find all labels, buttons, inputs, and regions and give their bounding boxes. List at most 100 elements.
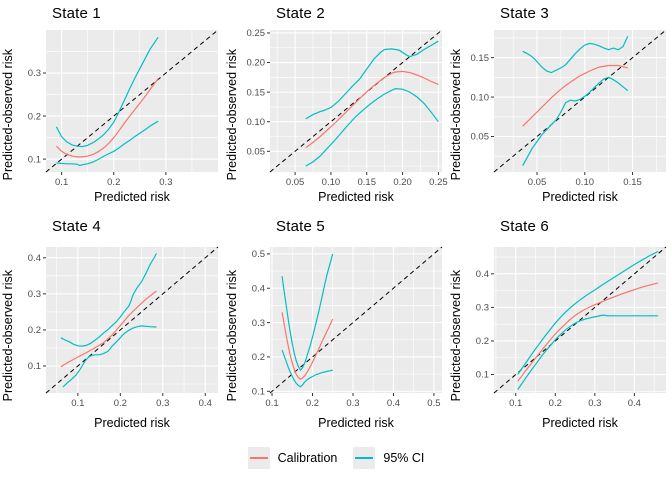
- y-tick-label: 0.05: [247, 146, 266, 157]
- x-tick-label: 0.2: [549, 398, 562, 409]
- identity-line: [493, 29, 667, 173]
- x-tick-label: 0.1: [71, 398, 84, 409]
- ci-line: [517, 251, 659, 376]
- y-tick-label: 0.15: [247, 87, 266, 98]
- y-axis-label: Predicted-observed risk: [449, 270, 463, 402]
- legend-item-calibration: Calibration: [247, 447, 338, 469]
- x-tick-label: 0.2: [306, 398, 319, 409]
- subplot-state-3: State 3 Predicted-observed risk 0.05 0.10…: [448, 0, 672, 206]
- ci-line: [55, 36, 159, 148]
- x-axis-label: Predicted risk: [542, 415, 618, 430]
- x-tick-label: 0.20: [393, 177, 412, 188]
- x-tick-label: 0.05: [528, 177, 547, 188]
- y-tick-label: 0.3: [476, 303, 489, 314]
- x-tick-label: 0.3: [159, 177, 172, 188]
- x-tick-label: 0.4: [628, 398, 641, 409]
- x-tick-label: 0.3: [156, 398, 169, 409]
- ci-line: [305, 87, 439, 167]
- plot-panel: 0.1 0.2 0.3 0.1 0.2 0.3: [28, 29, 219, 188]
- y-tick-label: 0.1: [28, 361, 41, 372]
- identity-line: [45, 246, 219, 394]
- calibration-line: [517, 282, 659, 382]
- y-tick-label: 0.5: [252, 249, 265, 260]
- y-tick-label: 0.1: [28, 154, 41, 165]
- plot-panel: 0.05 0.10 0.15 0.20 0.25 0.05 0.10 0.15 0.20 0.25: [247, 28, 448, 188]
- x-tick-label: 0.2: [107, 177, 120, 188]
- y-tick-label: 0.05: [471, 132, 490, 143]
- subplot-state-5: State 5 Predicted-observed risk 0.1 0.2 0.…: [224, 206, 448, 436]
- legend-label: 95% CI: [383, 451, 425, 465]
- ci-line: [56, 120, 159, 167]
- y-tick-label: 0.2: [476, 337, 489, 348]
- y-tick-label: 0.1: [252, 387, 265, 398]
- identity-line: [269, 29, 443, 173]
- ci-line: [281, 350, 333, 388]
- plot-panel: 0.1 0.2 0.3 0.4 0.1 0.2 0.3 0.4: [476, 246, 667, 409]
- plot-title: State 1: [52, 5, 101, 22]
- plot-panel: 0.1 0.2 0.3 0.4 0.1 0.2 0.3 0.4: [28, 246, 219, 409]
- identity-line: [493, 246, 667, 394]
- plot-title: State 4: [52, 218, 101, 235]
- subplot-state-4: State 4 Predicted-observed risk 0.1 0.2 0.…: [0, 206, 224, 436]
- legend-item-ci: 95% CI: [353, 447, 424, 469]
- plot-title: State 2: [276, 5, 325, 22]
- y-tick-label: 0.4: [476, 269, 489, 280]
- y-tick-label: 0.20: [247, 58, 266, 69]
- x-tick-label: 0.4: [199, 398, 212, 409]
- x-tick-label: 0.3: [588, 398, 601, 409]
- y-tick-label: 0.4: [28, 253, 41, 264]
- x-tick-label: 0.4: [387, 398, 400, 409]
- ci-line-swatch: [355, 457, 374, 459]
- y-tick-label: 0.3: [252, 318, 265, 329]
- calibration-line-swatch: [249, 457, 268, 459]
- calibration-line: [60, 290, 157, 368]
- legend-label: Calibration: [277, 451, 338, 465]
- x-tick-label: 0.5: [427, 398, 440, 409]
- x-tick-label: 0.10: [322, 177, 341, 188]
- y-tick-label: 0.3: [28, 289, 41, 300]
- y-tick-label: 0.1: [476, 370, 489, 381]
- ci-line: [522, 36, 629, 74]
- y-axis-label: Predicted-observed risk: [449, 48, 463, 181]
- y-tick-label: 0.2: [28, 111, 41, 122]
- y-axis-label: Predicted-observed risk: [225, 270, 239, 402]
- x-axis-label: Predicted risk: [318, 190, 394, 204]
- y-axis-label: Predicted-observed risk: [1, 270, 15, 402]
- x-tick-label: 0.05: [286, 177, 305, 188]
- x-tick-label: 0.15: [623, 177, 642, 188]
- x-tick-label: 0.2: [114, 398, 127, 409]
- subplot-state-6: State 6 Predicted-observed risk 0.1 0.2 0.…: [448, 206, 672, 436]
- y-tick-label: 0.25: [247, 28, 266, 39]
- x-tick-label: 0.1: [55, 177, 68, 188]
- legend-key-calibration: [247, 447, 270, 469]
- x-tick-label: 0.25: [429, 177, 448, 188]
- calibration-line: [281, 312, 334, 381]
- y-tick-label: 0.10: [247, 117, 266, 128]
- x-tick-label: 0.15: [358, 177, 377, 188]
- x-tick-label: 0.1: [509, 398, 522, 409]
- legend: Calibration 95% CI: [0, 436, 672, 480]
- ci-line: [60, 253, 157, 348]
- subplot-state-1: State 1 Predicted-observed risk 0.1 0.2 0.…: [0, 0, 224, 206]
- y-axis-label: Predicted-observed risk: [1, 48, 15, 181]
- x-tick-label: 0.1: [265, 398, 278, 409]
- ci-line: [522, 76, 629, 166]
- facet-grid: State 1 Predicted-observed risk 0.1 0.2 0.…: [0, 0, 672, 436]
- y-tick-label: 0.3: [28, 68, 41, 79]
- plot-panel: 0.1 0.2 0.3 0.4 0.5 0.1 0.2 0.3 0.4 0.5: [252, 246, 443, 409]
- x-tick-label: 0.3: [346, 398, 359, 409]
- legend-key-ci: [353, 447, 376, 469]
- plot-title: State 5: [276, 218, 325, 235]
- y-tick-label: 0.4: [252, 284, 265, 295]
- calibration-line: [55, 78, 159, 158]
- plot-panel: 0.05 0.10 0.15 0.05 0.10 0.15: [471, 29, 667, 188]
- y-axis-label: Predicted-observed risk: [225, 48, 239, 181]
- calibration-line: [305, 70, 439, 149]
- subplot-state-2: State 2 Predicted-observed risk 0.05 0.10…: [224, 0, 448, 206]
- plot-title: State 6: [500, 218, 549, 235]
- plot-title: State 3: [500, 5, 549, 22]
- ci-line: [305, 40, 439, 120]
- x-axis-label: Predicted risk: [318, 415, 394, 430]
- calibration-line: [522, 64, 628, 127]
